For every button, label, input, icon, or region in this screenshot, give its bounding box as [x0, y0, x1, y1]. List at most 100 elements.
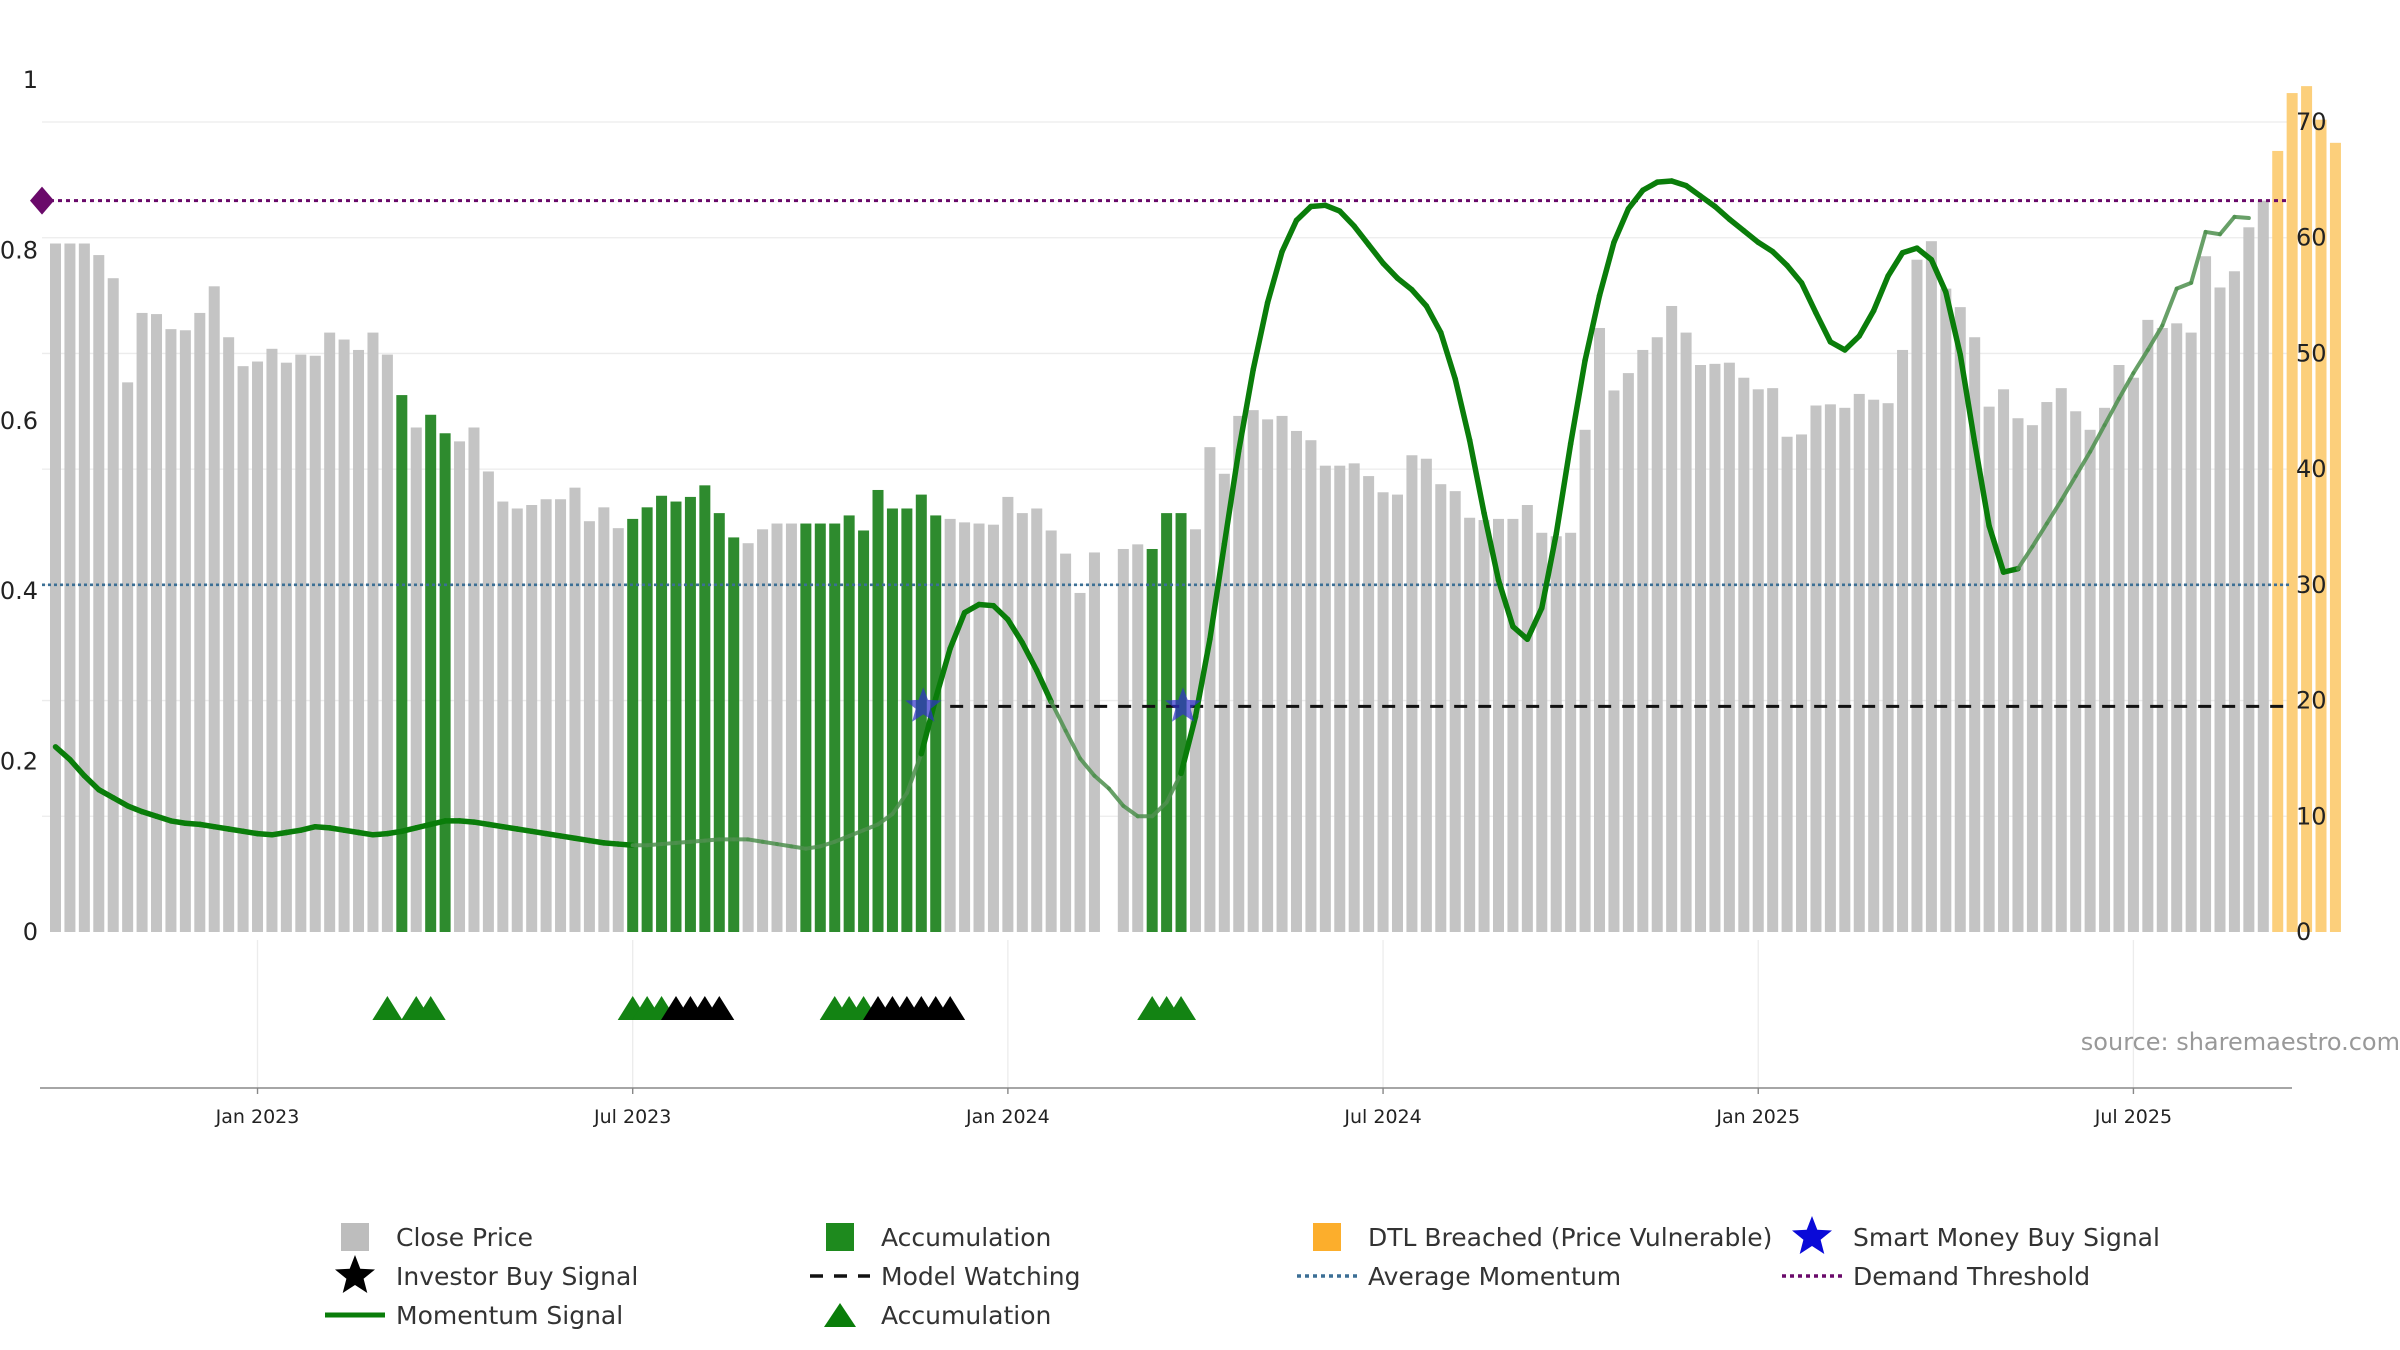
close-price-bar [2127, 377, 2139, 932]
close-price-bar [208, 286, 220, 932]
legend-item: DTL Breached (Price Vulnerable) [1313, 1223, 1772, 1252]
close-price-bar [1218, 473, 1230, 932]
accumulation-bar [930, 515, 942, 932]
close-price-bar [1391, 494, 1403, 932]
momentum-segment [1885, 250, 1906, 279]
accumulation-bar [728, 537, 740, 932]
accumulation-bar [439, 433, 451, 932]
close-price-bar [1723, 362, 1735, 933]
legend-item: Accumulation [826, 1223, 1051, 1252]
momentum-segment [1279, 217, 1300, 255]
demand-threshold-marker [30, 186, 54, 215]
close-price-bar [540, 499, 552, 932]
accumulation-bar [901, 508, 913, 932]
momentum-segment [1567, 357, 1588, 447]
momentum-segment [1019, 639, 1040, 674]
close-price-bar [252, 361, 264, 932]
close-price-bar [2171, 323, 2183, 932]
accumulation-bar [684, 496, 696, 932]
close-price-bar [1334, 465, 1346, 932]
close-price-bar [266, 348, 278, 932]
accumulation-bar [627, 518, 639, 932]
close-price-bar [1680, 332, 1692, 933]
dtl-breached-bar [2315, 119, 2327, 932]
dtl-breached-bar [2329, 142, 2341, 933]
close-price-bar [381, 354, 393, 933]
momentum-segment [1150, 800, 1169, 819]
momentum-segment [1438, 329, 1458, 382]
close-price-bar [194, 312, 206, 932]
close-price-bar [2214, 287, 2226, 932]
right-tick-label: 60 [2296, 224, 2327, 252]
x-tick-label: Jan 2025 [1715, 1106, 1800, 1128]
close-price-bar [107, 278, 119, 932]
momentum-segment [1827, 339, 1848, 353]
close-price-bar [1911, 259, 1923, 932]
momentum-segment [1510, 623, 1531, 642]
momentum-segment [1798, 280, 1819, 316]
close-price-bar [497, 501, 509, 932]
close-price-bar [324, 332, 336, 933]
axes-layer: Jan 2023 Jul 2023 Jan 2024 Jul 2024 Jan 2025… [0, 66, 2327, 1128]
momentum-segment [1365, 241, 1386, 266]
momentum-segment [1264, 248, 1285, 306]
investor-buy-triangle [935, 996, 966, 1020]
left-tick-label: 0.4 [0, 577, 38, 605]
momentum-segment [110, 795, 131, 809]
momentum-segment [1207, 541, 1228, 642]
close-price-bar [1276, 415, 1288, 932]
right-tick-label: 50 [2296, 339, 2327, 367]
momentum-segment [688, 838, 707, 844]
x-tick-label: Jul 2023 [593, 1106, 671, 1128]
momentum-segment [1221, 447, 1242, 548]
legend-label: Demand Threshold [1853, 1262, 2090, 1291]
accumulation-bar [699, 485, 711, 932]
legend-item: Model Watching [810, 1262, 1081, 1291]
left-tick-label: 0.2 [0, 748, 38, 776]
close-price-bar [612, 528, 624, 932]
close-price-bar [2070, 411, 2082, 932]
momentum-segment [2131, 347, 2150, 376]
close-price-bar [1060, 553, 1072, 932]
close-price-bar [1853, 393, 1865, 932]
close-price-bar [1493, 518, 1504, 932]
momentum-segment [832, 833, 852, 844]
close-price-bar [1016, 513, 1028, 932]
close-price-bar [1565, 532, 1577, 932]
momentum-segment [81, 773, 102, 793]
legend-square-icon [1313, 1223, 1341, 1251]
momentum-segment [1842, 333, 1862, 353]
momentum-segment [2044, 498, 2064, 526]
momentum-segment [659, 840, 678, 847]
close-price-bar [151, 314, 163, 933]
accumulation-bar [656, 495, 668, 932]
momentum-segment [2015, 544, 2035, 571]
close-price-bar [2113, 365, 2125, 932]
momentum-segment [1611, 206, 1632, 246]
close-price-bar [1781, 436, 1793, 932]
close-price-bar [1088, 552, 1100, 932]
momentum-segment [1856, 307, 1877, 339]
close-price-bar [1637, 349, 1649, 932]
momentum-segment [918, 695, 939, 757]
close-price-bar [1579, 429, 1591, 932]
legend-item: Demand Threshold [1782, 1262, 2090, 1291]
momentum-segment [1539, 531, 1559, 611]
legend-square-icon [341, 1223, 369, 1251]
legend-square-icon [826, 1223, 854, 1251]
close-price-bar [1045, 530, 1057, 932]
legend-label: Close Price [396, 1223, 533, 1252]
close-price-bar [1738, 377, 1750, 932]
close-price-bar [468, 427, 480, 932]
close-price-bar [136, 312, 148, 932]
momentum-segment [775, 842, 794, 849]
momentum-segment [1380, 260, 1401, 281]
close-price-bar [1117, 548, 1129, 932]
smart-money-star [1165, 687, 1202, 722]
close-price-bar [1925, 241, 1937, 932]
smart-money-star [905, 687, 942, 722]
close-price-bar [2156, 327, 2168, 932]
momentum-segment [818, 839, 837, 849]
momentum-segment [1164, 771, 1184, 805]
close-price-bar [1420, 458, 1432, 932]
